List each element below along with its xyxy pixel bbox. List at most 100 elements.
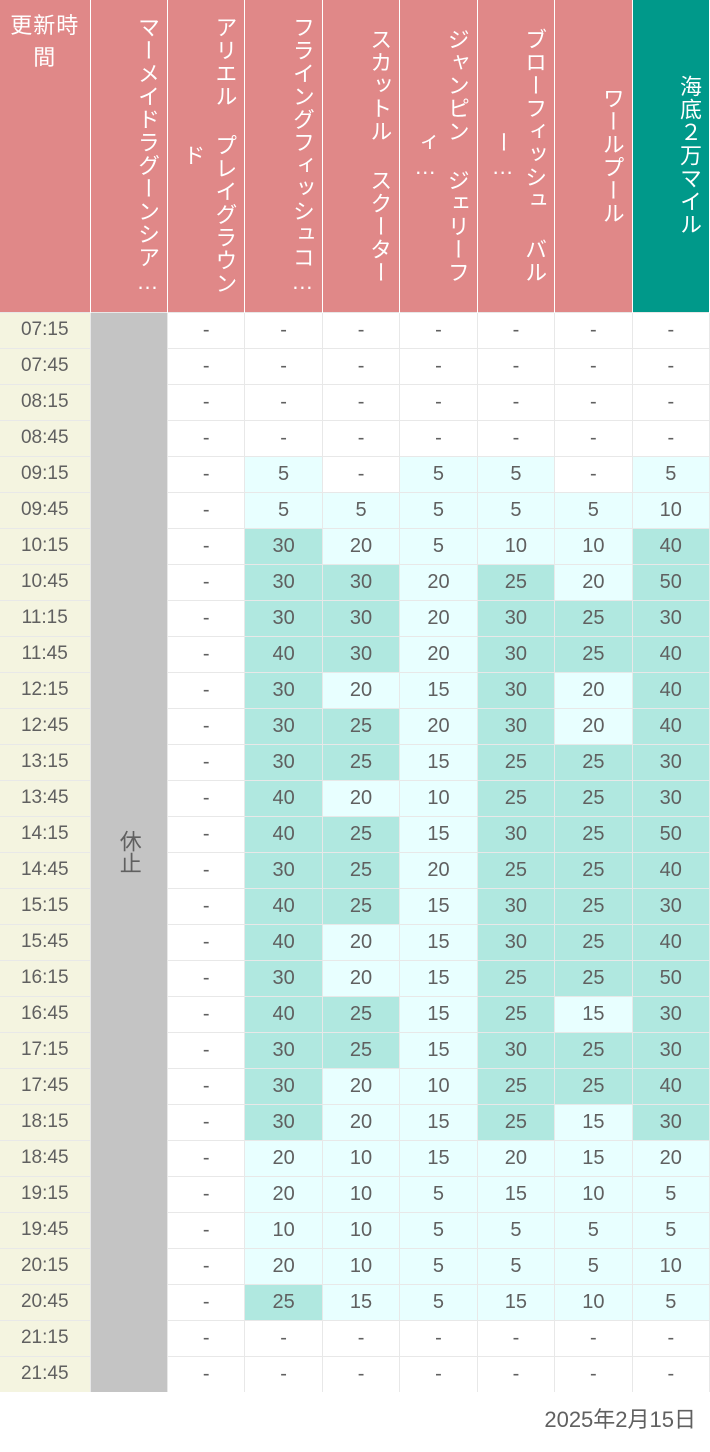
wait-cell: 10 bbox=[555, 1176, 632, 1212]
wait-cell: 25 bbox=[477, 780, 554, 816]
wait-cell: - bbox=[632, 1320, 709, 1356]
wait-cell: 30 bbox=[477, 816, 554, 852]
wait-cell: 30 bbox=[322, 636, 399, 672]
wait-cell: 20 bbox=[400, 708, 477, 744]
wait-cell: 10 bbox=[400, 780, 477, 816]
wait-cell: - bbox=[400, 1356, 477, 1392]
wait-cell: 5 bbox=[477, 1248, 554, 1284]
time-cell: 16:45 bbox=[0, 996, 90, 1032]
wait-cell: - bbox=[167, 1356, 244, 1392]
wait-cell: - bbox=[245, 312, 322, 348]
wait-cell: 25 bbox=[555, 1068, 632, 1104]
wait-cell: 25 bbox=[555, 744, 632, 780]
wait-cell: 5 bbox=[322, 492, 399, 528]
wait-cell: 10 bbox=[555, 528, 632, 564]
wait-cell: 25 bbox=[322, 708, 399, 744]
wait-cell: - bbox=[167, 1212, 244, 1248]
time-cell: 20:45 bbox=[0, 1284, 90, 1320]
wait-cell: 5 bbox=[477, 456, 554, 492]
wait-cell: 30 bbox=[245, 960, 322, 996]
wait-cell: 10 bbox=[322, 1212, 399, 1248]
wait-cell: - bbox=[167, 1104, 244, 1140]
wait-cell: - bbox=[167, 816, 244, 852]
wait-cell: - bbox=[322, 456, 399, 492]
wait-cell: - bbox=[555, 1356, 632, 1392]
wait-cell: 20 bbox=[322, 960, 399, 996]
wait-cell: 25 bbox=[555, 636, 632, 672]
wait-cell: 10 bbox=[322, 1176, 399, 1212]
wait-cell: 25 bbox=[245, 1284, 322, 1320]
wait-cell: - bbox=[555, 456, 632, 492]
wait-cell: - bbox=[400, 312, 477, 348]
wait-cell: - bbox=[245, 384, 322, 420]
wait-cell: 20 bbox=[322, 780, 399, 816]
wait-cell: - bbox=[477, 1320, 554, 1356]
wait-cell: 15 bbox=[400, 672, 477, 708]
wait-cell: 40 bbox=[245, 924, 322, 960]
wait-cell: 20 bbox=[400, 636, 477, 672]
wait-cell: - bbox=[167, 744, 244, 780]
wait-cell: 30 bbox=[632, 888, 709, 924]
wait-cell: 40 bbox=[632, 708, 709, 744]
wait-cell: 25 bbox=[555, 600, 632, 636]
wait-cell: 20 bbox=[477, 1140, 554, 1176]
wait-cell: 20 bbox=[400, 600, 477, 636]
wait-cell: - bbox=[167, 564, 244, 600]
wait-cell: 30 bbox=[245, 708, 322, 744]
wait-cell: - bbox=[167, 312, 244, 348]
wait-cell: 15 bbox=[477, 1176, 554, 1212]
wait-cell: - bbox=[167, 528, 244, 564]
wait-cell: - bbox=[555, 348, 632, 384]
column-header-5: ブローフィッシュ バルー… bbox=[477, 0, 554, 312]
wait-cell: 15 bbox=[400, 1140, 477, 1176]
wait-cell: - bbox=[167, 996, 244, 1032]
column-header-7: 海底２万マイル bbox=[632, 0, 709, 312]
wait-cell: 30 bbox=[477, 672, 554, 708]
wait-cell: 10 bbox=[632, 492, 709, 528]
wait-cell: 25 bbox=[555, 780, 632, 816]
wait-cell: - bbox=[477, 384, 554, 420]
wait-cell: 30 bbox=[245, 1032, 322, 1068]
wait-cell: 5 bbox=[555, 1248, 632, 1284]
time-cell: 10:15 bbox=[0, 528, 90, 564]
wait-cell: - bbox=[477, 312, 554, 348]
closed-cell: 休止 bbox=[90, 312, 167, 1392]
wait-cell: 5 bbox=[400, 456, 477, 492]
wait-cell: 5 bbox=[245, 492, 322, 528]
wait-cell: - bbox=[322, 384, 399, 420]
wait-cell: 25 bbox=[477, 852, 554, 888]
wait-cell: 25 bbox=[322, 996, 399, 1032]
wait-cell: 15 bbox=[400, 960, 477, 996]
wait-cell: - bbox=[167, 888, 244, 924]
wait-cell: - bbox=[322, 1356, 399, 1392]
wait-cell: - bbox=[167, 348, 244, 384]
wait-cell: - bbox=[167, 1248, 244, 1284]
time-cell: 17:45 bbox=[0, 1068, 90, 1104]
wait-cell: 20 bbox=[555, 672, 632, 708]
wait-cell: 30 bbox=[477, 600, 554, 636]
wait-cell: - bbox=[555, 1320, 632, 1356]
wait-cell: 15 bbox=[400, 1032, 477, 1068]
wait-cell: 30 bbox=[245, 672, 322, 708]
time-cell: 12:15 bbox=[0, 672, 90, 708]
wait-cell: - bbox=[322, 348, 399, 384]
time-cell: 19:45 bbox=[0, 1212, 90, 1248]
table-body: 07:15休止-------07:45-------08:15-------08… bbox=[0, 312, 710, 1392]
wait-cell: 30 bbox=[245, 852, 322, 888]
wait-cell: - bbox=[167, 600, 244, 636]
wait-cell: - bbox=[477, 348, 554, 384]
wait-cell: 30 bbox=[477, 1032, 554, 1068]
table-row: 07:15休止------- bbox=[0, 312, 710, 348]
wait-cell: - bbox=[245, 1356, 322, 1392]
wait-cell: - bbox=[245, 1320, 322, 1356]
column-header-4: ジャンピン ジェリーフィ… bbox=[400, 0, 477, 312]
wait-cell: 5 bbox=[477, 492, 554, 528]
wait-cell: - bbox=[400, 384, 477, 420]
wait-cell: - bbox=[167, 672, 244, 708]
wait-cell: - bbox=[167, 1176, 244, 1212]
wait-cell: - bbox=[167, 708, 244, 744]
wait-cell: 25 bbox=[477, 564, 554, 600]
wait-cell: - bbox=[167, 1032, 244, 1068]
wait-cell: - bbox=[167, 924, 244, 960]
wait-cell: 20 bbox=[322, 528, 399, 564]
